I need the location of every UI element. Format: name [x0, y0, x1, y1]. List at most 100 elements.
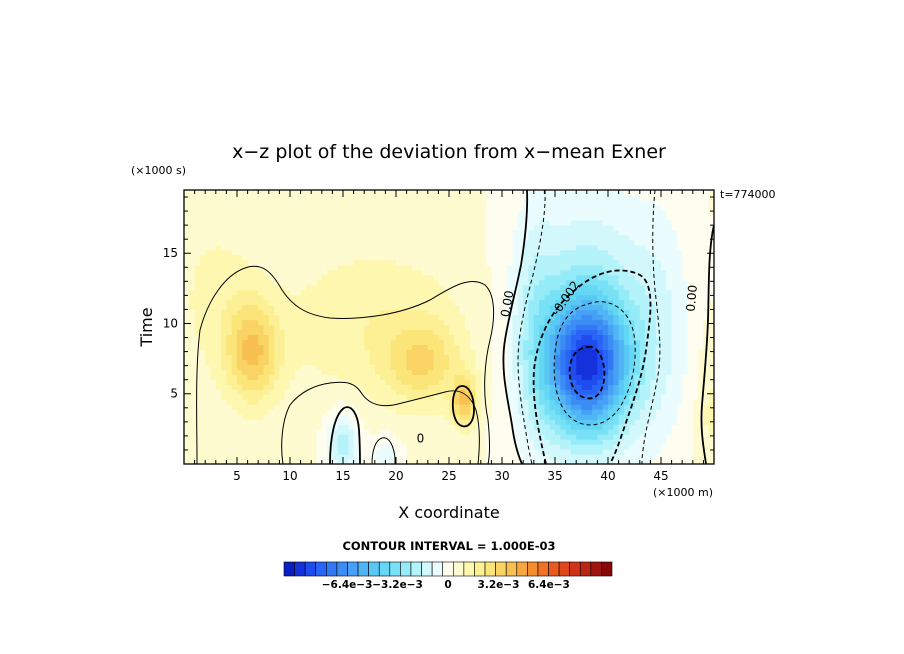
field-cell — [385, 439, 392, 445]
field-cell — [226, 249, 233, 256]
field-cell — [613, 339, 620, 346]
field-cell — [427, 384, 434, 390]
field-cell — [539, 394, 545, 400]
field-cell — [385, 414, 392, 420]
field-cell — [337, 424, 344, 430]
field-cell — [199, 209, 206, 216]
field-cell — [194, 444, 201, 450]
field-cell — [661, 364, 667, 370]
field-cell — [586, 264, 593, 271]
field-cell — [650, 309, 657, 316]
field-cell — [459, 364, 466, 370]
field-cell — [327, 204, 333, 211]
field-cell — [491, 329, 498, 336]
field-cell — [512, 274, 519, 281]
field-cell — [226, 319, 233, 326]
field-cell — [655, 339, 662, 346]
field-cell — [268, 254, 275, 261]
field-cell — [613, 249, 620, 256]
field-cell — [528, 389, 535, 395]
field-cell — [613, 389, 620, 395]
field-cell — [332, 369, 339, 375]
field-cell — [258, 190, 265, 196]
field-cell — [597, 269, 604, 276]
field-cell — [459, 219, 466, 226]
field-cell — [406, 424, 413, 430]
field-cell — [486, 319, 492, 326]
field-cell — [517, 214, 524, 221]
field-cell — [300, 454, 307, 460]
field-cell — [496, 299, 503, 306]
field-cell — [337, 389, 344, 395]
field-cell — [528, 204, 535, 211]
field-cell — [401, 389, 408, 395]
field-cell — [565, 449, 572, 455]
field-cell — [380, 409, 386, 415]
field-cell — [502, 274, 508, 281]
field-cell — [528, 384, 535, 390]
field-cell — [189, 419, 196, 425]
field-cell — [279, 404, 286, 410]
field-cell — [279, 324, 286, 331]
field-cell — [634, 249, 641, 256]
field-cell — [443, 449, 450, 455]
field-cell — [502, 394, 508, 400]
field-cell — [581, 349, 588, 355]
field-cell — [517, 194, 524, 201]
field-cell — [592, 429, 598, 435]
field-cell — [215, 209, 222, 216]
field-cell — [274, 234, 280, 241]
field-cell — [570, 339, 577, 346]
field-cell — [496, 249, 503, 256]
field-cell — [369, 284, 376, 291]
field-cell — [194, 190, 201, 196]
field-cell — [300, 339, 307, 346]
field-cell — [480, 324, 487, 331]
field-cell — [427, 204, 434, 211]
field-cell — [353, 409, 360, 415]
field-cell — [597, 279, 604, 286]
field-cell — [464, 199, 471, 206]
field-cell — [533, 249, 540, 256]
field-cell — [507, 394, 514, 400]
field-cell — [348, 399, 355, 405]
field-cell — [581, 449, 588, 455]
field-cell — [512, 354, 519, 360]
field-cell — [608, 284, 614, 291]
field-cell — [634, 284, 641, 291]
field-cell — [613, 364, 620, 370]
field-cell — [411, 289, 418, 296]
field-cell — [581, 279, 588, 286]
field-cell — [433, 339, 439, 346]
field-cell — [210, 374, 217, 380]
field-cell — [311, 424, 318, 430]
field-cell — [284, 369, 291, 375]
field-cell — [332, 439, 339, 445]
field-cell — [454, 459, 461, 464]
field-cell — [523, 354, 530, 360]
field-cell — [491, 374, 498, 380]
field-cell — [544, 449, 551, 455]
field-cell — [623, 409, 630, 415]
field-cell — [401, 379, 408, 385]
field-cell — [406, 369, 413, 375]
field-cell — [539, 204, 545, 211]
field-cell — [544, 224, 551, 231]
field-cell — [321, 204, 328, 211]
field-cell — [406, 299, 413, 306]
field-cell — [655, 289, 662, 296]
field-cell — [396, 274, 402, 281]
field-cell — [618, 209, 625, 216]
field-cell — [411, 344, 418, 351]
field-cell — [252, 379, 259, 385]
field-cell — [406, 194, 413, 201]
field-cell — [539, 409, 545, 415]
field-cell — [369, 374, 376, 380]
field-cell — [348, 429, 355, 435]
field-cell — [639, 304, 646, 311]
field-cell — [597, 459, 604, 464]
field-cell — [433, 449, 439, 455]
field-cell — [215, 329, 222, 336]
field-cell — [512, 239, 519, 246]
field-cell — [417, 219, 424, 226]
